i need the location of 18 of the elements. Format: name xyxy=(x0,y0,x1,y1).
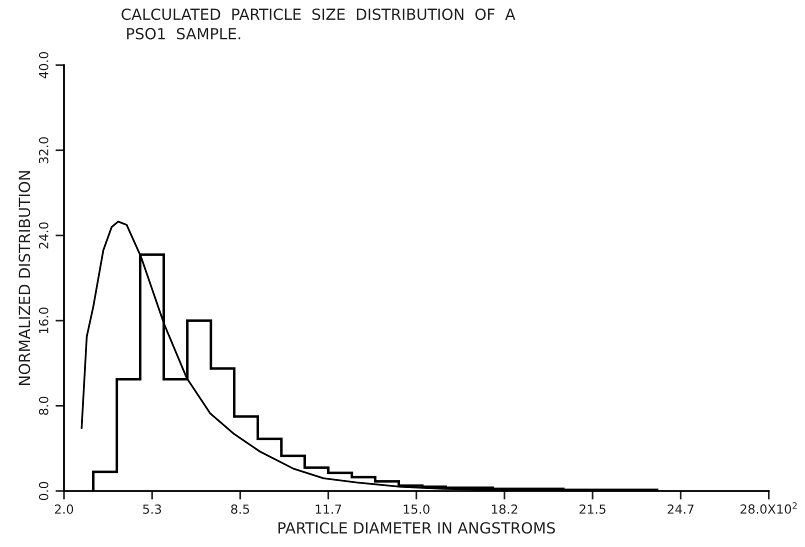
x-tick-label: 28.0X10$^{2}$ xyxy=(740,502,797,514)
chart-title: CALCULATED PARTICLE SIZE DISTRIBUTION OF A PSO1 SAMPLE. xyxy=(122,8,516,40)
y-tick-label: 24.0 xyxy=(38,222,48,248)
x-tick-label: 18.2 xyxy=(492,504,518,514)
x-tick-label: 24.7 xyxy=(668,504,694,514)
x-tick-label: 8.5 xyxy=(231,504,250,514)
y-tick-label: 0.0 xyxy=(38,482,48,500)
y-tick-label: 32.0 xyxy=(38,137,48,164)
y-axis-title: NORMALIZED DISTRIBUTION xyxy=(18,171,30,385)
x-tick-label: 15.0 xyxy=(404,504,430,514)
y-tick-label: 8.0 xyxy=(38,396,48,415)
y-tick-label: 16.0 xyxy=(38,308,48,334)
x-tick-label: 11.7 xyxy=(316,504,342,514)
x-tick-label: 2.0 xyxy=(54,504,74,514)
x-tick-label: 21.5 xyxy=(580,504,606,514)
x-axis-title: PARTICLE DIAMETER IN ANGSTROMS xyxy=(278,522,555,534)
x-tick-label: 5.3 xyxy=(143,504,162,514)
y-tick-label: 40.0 xyxy=(38,52,48,78)
